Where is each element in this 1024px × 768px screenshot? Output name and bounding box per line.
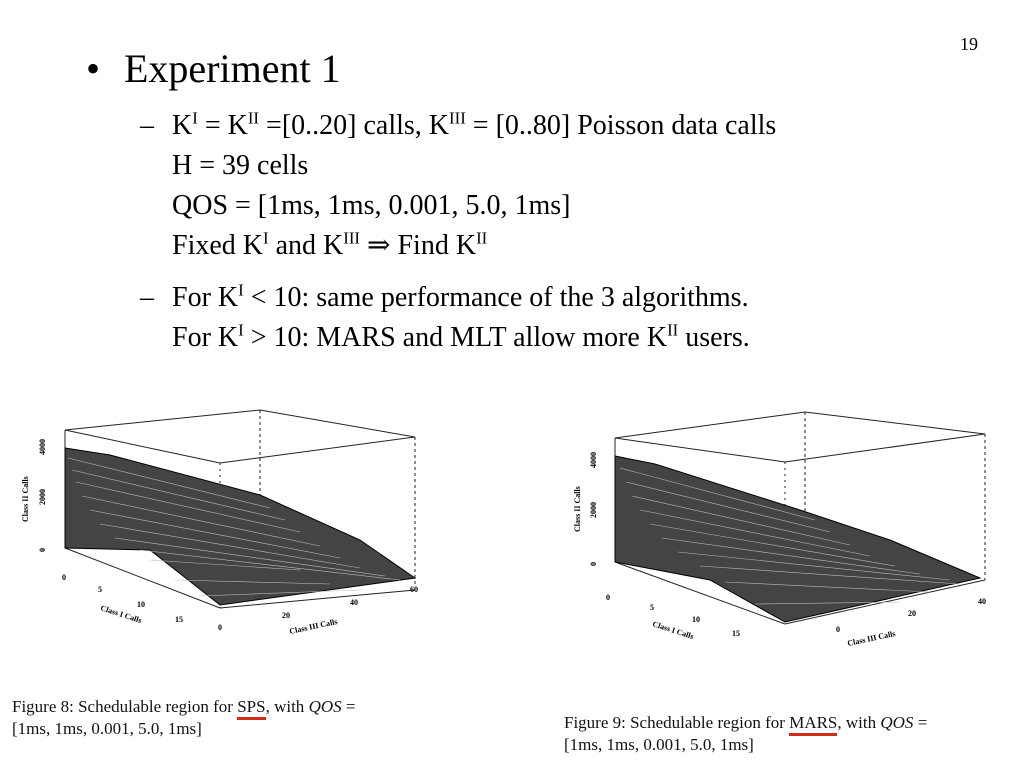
- x-tick: 10: [692, 615, 700, 624]
- algorithm-underline: SPS: [237, 697, 266, 720]
- sub1-line4: Fixed KI and KIII ⇒ Find KII: [172, 228, 488, 261]
- surface-plot-sps: 4000 2000 0 Class II Calls 0 5 10 15 Cla…: [21, 409, 418, 636]
- bullet-marker: •: [86, 46, 101, 91]
- surface-plot-mars: 4000 2000 0 Class II Calls 0 5 10 15 Cla…: [573, 411, 986, 648]
- z-tick: 4000: [589, 452, 598, 468]
- figure-mars-surface: 4000 2000 0 Class II Calls 0 5 10 15 Cla…: [560, 400, 1024, 686]
- figure-8-caption: Figure 8: Schedulable region for SPS, wi…: [12, 697, 356, 738]
- x-tick: 5: [650, 603, 654, 612]
- y-tick: 20: [282, 611, 290, 620]
- y-tick: 0: [836, 625, 840, 634]
- z-tick: 4000: [38, 439, 47, 455]
- x-tick: 0: [606, 593, 610, 602]
- x-tick: 5: [98, 585, 102, 594]
- sub1-line2: H = 39 cells: [172, 150, 309, 181]
- y-tick: 0: [218, 623, 222, 632]
- sub1-line3: QOS = [1ms, 1ms, 0.001, 5.0, 1ms]: [172, 190, 571, 221]
- dash-marker: –: [140, 282, 154, 313]
- figure-9-caption: Figure 9: Schedulable region for MARS, w…: [564, 713, 928, 754]
- z-tick: 2000: [38, 489, 47, 505]
- x-tick: 10: [137, 600, 145, 609]
- y-tick: 40: [350, 598, 358, 607]
- algorithm-underline: MARS: [789, 713, 838, 736]
- x-tick: 15: [732, 629, 740, 638]
- x-tick: 15: [175, 615, 183, 624]
- z-axis-label: Class II Calls: [21, 476, 30, 522]
- z-tick: 0: [38, 548, 47, 552]
- sub-bullet-2: – For KI < 10: same performance of the 3…: [140, 278, 750, 358]
- sub2-line2: For KI > 10: MARS and MLT allow more KII…: [172, 320, 750, 353]
- z-tick: 0: [589, 562, 598, 566]
- y-axis-label: Class III Calls: [847, 629, 897, 648]
- bullet-text: Experiment 1: [124, 46, 341, 91]
- z-axis-label: Class II Calls: [573, 486, 582, 532]
- figure-sps-surface: 4000 2000 0 Class II Calls 0 5 10 15 Cla…: [0, 400, 440, 668]
- bullet-experiment: • Experiment 1: [86, 46, 341, 92]
- sub1-line1: KI = KII =[0..20] calls, KIII = [0..80] …: [172, 108, 777, 141]
- z-tick: 2000: [589, 502, 598, 518]
- x-axis-label: Class I Calls: [651, 619, 694, 641]
- y-tick: 40: [978, 597, 986, 606]
- x-tick: 0: [62, 573, 66, 582]
- sub2-line1: For KI < 10: same performance of the 3 a…: [172, 280, 749, 313]
- slide-number: 19: [960, 34, 978, 54]
- y-axis-label: Class III Calls: [289, 617, 339, 636]
- dash-marker: –: [140, 110, 154, 141]
- sub-bullet-1: – KI = KII =[0..20] calls, KIII = [0..80…: [140, 106, 776, 266]
- y-tick: 20: [908, 609, 916, 618]
- y-tick: 60: [410, 585, 418, 594]
